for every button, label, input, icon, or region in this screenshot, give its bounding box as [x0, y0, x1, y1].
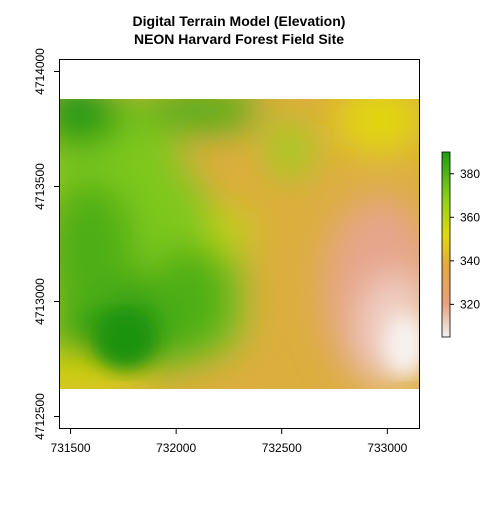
legend-tick-label: 380 [460, 167, 480, 181]
elevation-legend: 320 340 360 380 [441, 151, 480, 338]
x-axis: 731500 732000 732500 733000 [51, 428, 408, 455]
legend-colorbar [441, 151, 451, 338]
plot-frame [59, 59, 420, 429]
legend-tick-label: 340 [460, 254, 480, 268]
y-tick-label: 4712500 [33, 393, 47, 440]
x-tick-label: 732500 [262, 441, 302, 455]
y-tick-label: 4714000 [33, 48, 47, 95]
legend-ticks: 320 340 360 380 [450, 167, 480, 311]
legend-tick-label: 320 [460, 297, 480, 311]
elevation-raster [60, 99, 419, 389]
legend-tick-label: 360 [460, 210, 480, 224]
x-tick-label: 733000 [367, 441, 407, 455]
y-tick-label: 4713000 [33, 278, 47, 325]
y-tick-label: 4713500 [33, 163, 47, 210]
x-tick-label: 731500 [51, 441, 91, 455]
x-tick-label: 732000 [156, 441, 196, 455]
map-title-line-1: Digital Terrain Model (Elevation) [133, 13, 346, 29]
y-axis: 4712500 4713000 4713500 4714000 [33, 48, 60, 440]
map-title-line-2: NEON Harvard Forest Field Site [134, 31, 344, 47]
